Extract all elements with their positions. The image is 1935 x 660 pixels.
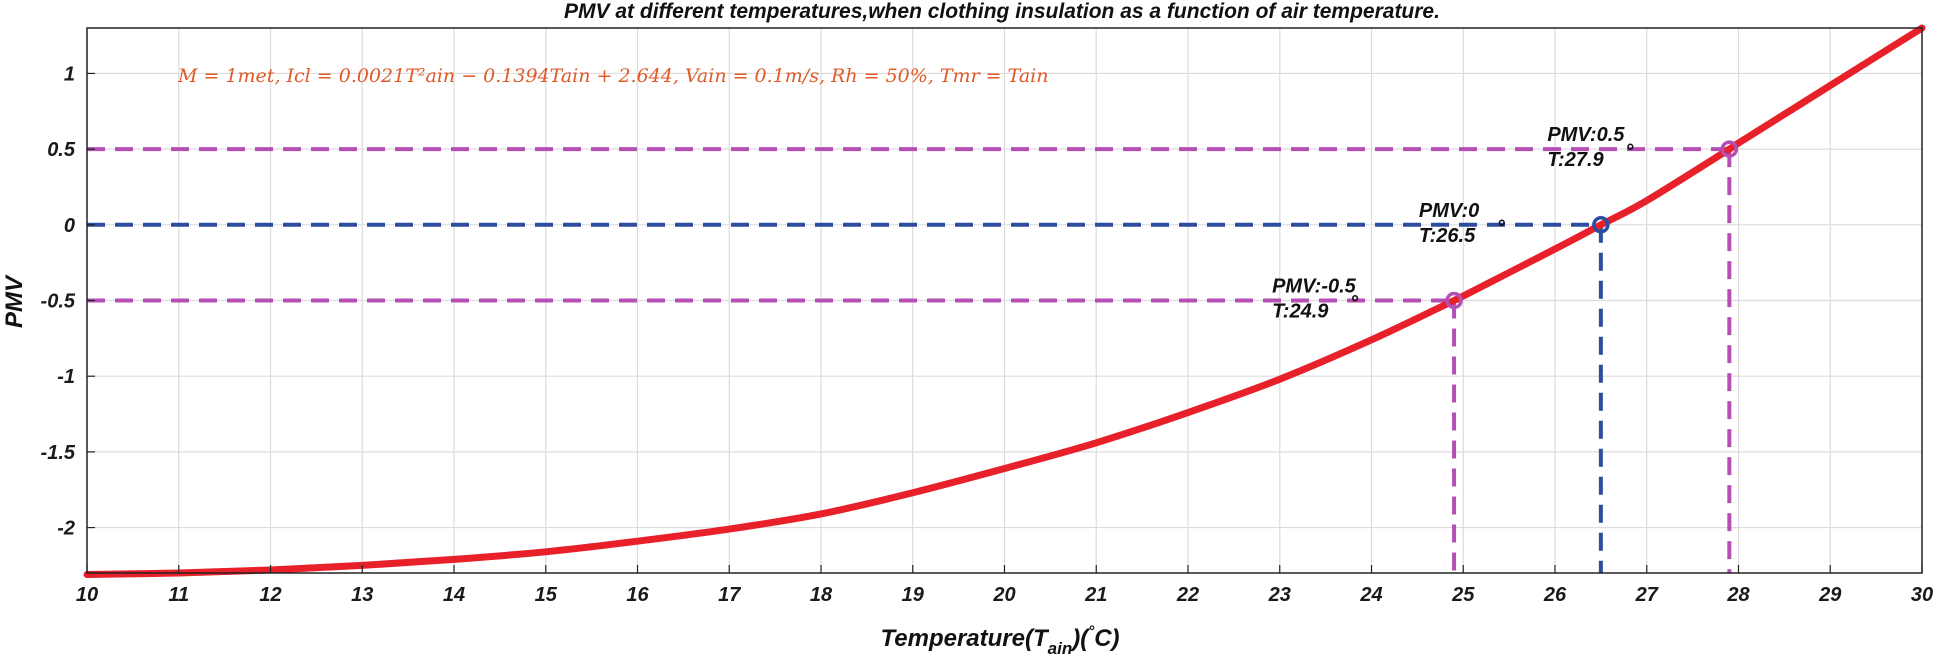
x-tick-label: 10 — [76, 584, 98, 606]
x-tick-label: 30 — [1911, 584, 1933, 606]
x-axis-label: Temperature(Tain)(°C) — [880, 623, 1119, 658]
x-tick-label: 29 — [1818, 584, 1842, 606]
data-point-marker — [1720, 140, 1739, 158]
y-tick-label: 0.5 — [47, 139, 76, 161]
x-tick-label: 25 — [1451, 584, 1475, 606]
degree-symbol: ° — [1497, 217, 1506, 239]
pmv-annotation-label: PMV:0.5 — [1547, 124, 1625, 146]
temperature-annotation-label: T:24.9 — [1272, 301, 1329, 323]
x-tick-label: 24 — [1359, 584, 1382, 606]
marker-annotations: PMV:-0.5T:24.9 °PMV:0T:26.5 °PMV:0.5T:27.9… — [1272, 124, 1634, 322]
pmv-annotation-label: PMV:-0.5 — [1272, 276, 1357, 298]
y-tick-label: 0 — [64, 215, 75, 237]
marker-guides — [87, 147, 1732, 573]
chart-title: PMV at different temperatures,when cloth… — [564, 0, 1440, 23]
y-tick-label: 1 — [64, 63, 75, 85]
x-tick-label: 16 — [626, 584, 649, 606]
x-tick-label: 18 — [810, 584, 833, 606]
x-tick-label: 20 — [992, 584, 1015, 606]
x-tick-label: 19 — [902, 584, 925, 606]
x-tick-label: 22 — [1176, 584, 1199, 606]
x-tick-label: 12 — [259, 584, 281, 606]
data-point-marker — [1445, 291, 1463, 310]
y-tick-label: -2 — [57, 518, 75, 540]
degree-symbol: ° — [1350, 293, 1359, 315]
x-tick-label: 15 — [535, 584, 558, 606]
data-markers — [1445, 140, 1739, 310]
x-tick-label: 13 — [351, 584, 373, 606]
y-tick-label: -0.5 — [41, 291, 76, 313]
x-tick-label: 17 — [718, 584, 741, 606]
y-axis-label: PMV — [1, 274, 28, 328]
y-tick-label: -1.5 — [41, 442, 76, 464]
x-tick-label: 21 — [1084, 584, 1107, 606]
x-tick-labels: 10 11 12 13 14 15 16 17 18 19 20 21 22 23 24 25 26 27 28 29… — [76, 565, 1933, 606]
y-tick-label: -1 — [57, 366, 75, 388]
data-point-marker — [1592, 216, 1610, 234]
x-tick-label: 28 — [1726, 584, 1750, 606]
degree-symbol: ° — [1625, 141, 1634, 163]
x-tick-label: 26 — [1543, 584, 1567, 606]
grid-lines — [86, 28, 1923, 573]
pmv-annotation-label: PMV:0 — [1419, 200, 1479, 222]
x-tick-label: 27 — [1635, 584, 1659, 606]
temperature-annotation-label: T:26.5 — [1419, 225, 1476, 247]
x-tick-label: 11 — [168, 584, 189, 606]
equation-annotation: M = 1met, Icl = 0.0021T²ain − 0.1394Tain… — [177, 65, 1048, 87]
x-tick-label: 14 — [443, 584, 465, 606]
y-tick-labels: 1 0.5 0 -0.5 -1 -1.5 -2 — [41, 63, 95, 540]
x-tick-label: 23 — [1268, 584, 1291, 606]
pmv-series-line — [83, 24, 1926, 579]
temperature-annotation-label: T:27.9 — [1547, 149, 1604, 171]
